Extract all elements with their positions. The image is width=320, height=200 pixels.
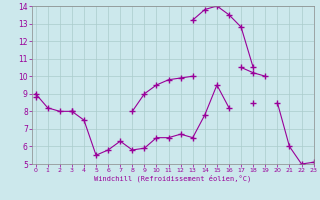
X-axis label: Windchill (Refroidissement éolien,°C): Windchill (Refroidissement éolien,°C) [94,175,252,182]
